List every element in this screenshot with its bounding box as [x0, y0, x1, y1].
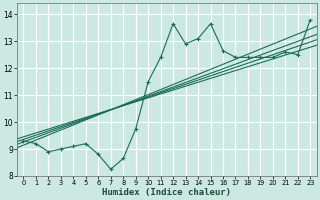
Point — [96, 153, 101, 156]
Point — [295, 53, 300, 56]
Point — [283, 50, 288, 54]
Point — [158, 56, 163, 59]
Point — [208, 22, 213, 25]
Point — [196, 37, 201, 40]
Point — [220, 49, 226, 52]
Point — [46, 150, 51, 153]
Point — [183, 42, 188, 46]
Point — [71, 145, 76, 148]
Point — [233, 56, 238, 59]
Point — [21, 139, 26, 143]
Point — [33, 142, 38, 145]
X-axis label: Humidex (Indice chaleur): Humidex (Indice chaleur) — [102, 188, 231, 197]
Point — [308, 18, 313, 21]
Point — [133, 127, 138, 130]
Point — [108, 168, 113, 171]
Point — [121, 157, 126, 160]
Point — [258, 56, 263, 59]
Point — [58, 147, 63, 151]
Point — [171, 22, 176, 25]
Point — [83, 142, 88, 145]
Point — [270, 56, 276, 59]
Point — [245, 56, 251, 59]
Point — [146, 80, 151, 83]
